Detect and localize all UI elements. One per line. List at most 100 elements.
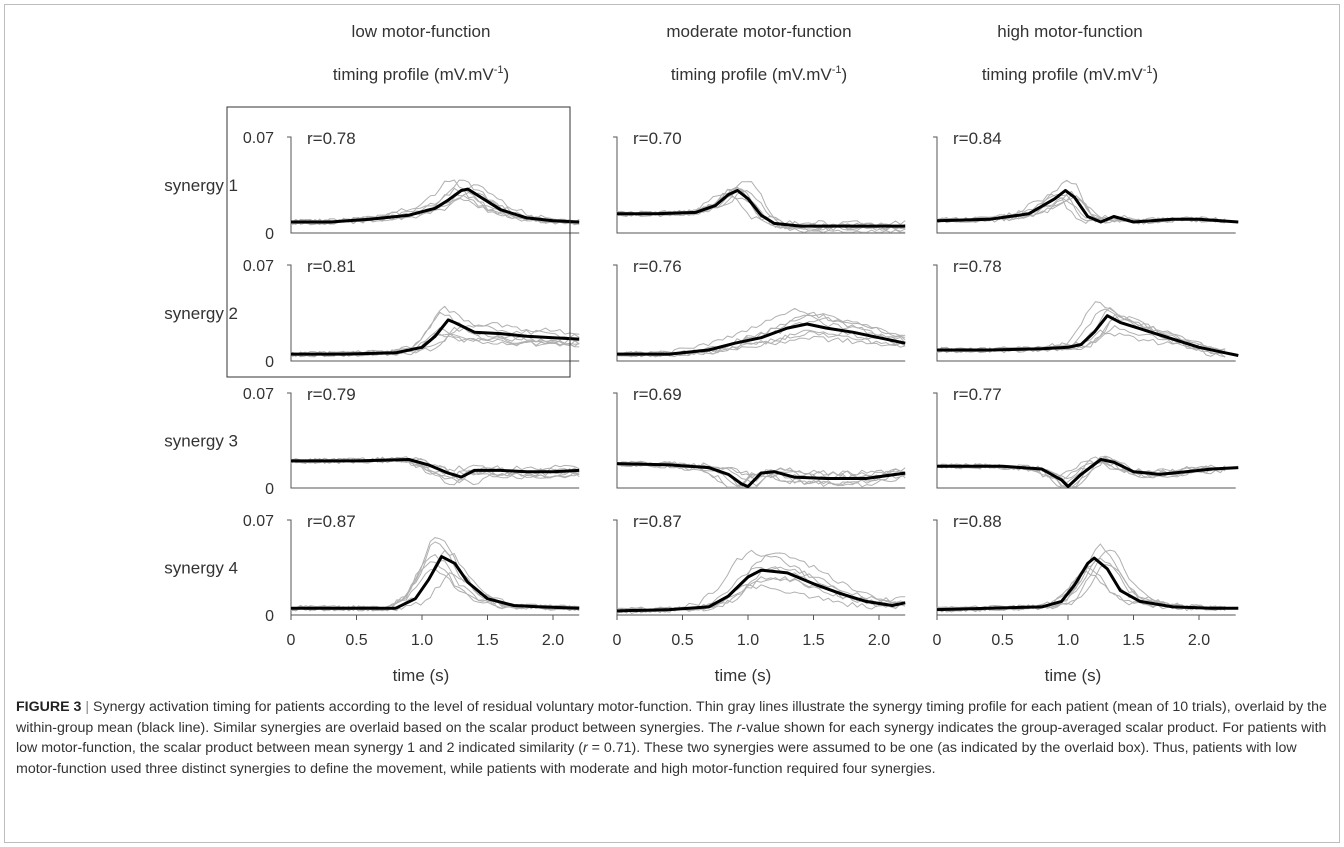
panel-col2-row4: r=0.87 bbox=[613, 512, 906, 616]
panel-axes bbox=[933, 392, 1236, 489]
column-title-2-line-2: timing profile (mV.mV-1) bbox=[671, 64, 847, 84]
y-tick-label-max: 0.07 bbox=[243, 258, 274, 275]
r-value-label: r=0.70 bbox=[633, 129, 682, 148]
patient-line bbox=[290, 457, 580, 486]
patient-line bbox=[290, 311, 580, 358]
panel-col3-row1: r=0.84 bbox=[933, 129, 1239, 234]
column-title-3-line-2: timing profile (mV.mV-1) bbox=[982, 64, 1158, 84]
r-value-label: r=0.88 bbox=[953, 512, 1002, 531]
column-title-unit: timing profile (mV.mV bbox=[333, 65, 495, 84]
r-value-label: r=0.77 bbox=[953, 385, 1002, 404]
x-tick-label: 0.5 bbox=[345, 632, 367, 649]
panel-axes bbox=[613, 136, 906, 234]
r-value-label: r=0.87 bbox=[307, 512, 356, 531]
x-axis-label: time (s) bbox=[393, 666, 450, 685]
panel-col3-row3: r=0.77 bbox=[933, 385, 1239, 489]
patient-line bbox=[936, 325, 1226, 354]
x-tick-label: 2.0 bbox=[868, 632, 890, 649]
x-tick-label: 1.5 bbox=[476, 632, 498, 649]
panel-col2-row3: r=0.69 bbox=[613, 385, 906, 489]
panel-col1-row3: r=0.79 bbox=[287, 385, 580, 489]
figure-frame bbox=[4, 4, 1340, 843]
patient-line bbox=[290, 456, 580, 480]
figure-caption: FIGURE 3 | Synergy activation timing for… bbox=[16, 697, 1334, 779]
y-tick-label-max: 0.07 bbox=[243, 513, 274, 530]
patient-line bbox=[936, 543, 1226, 613]
patient-line bbox=[616, 552, 906, 614]
column-title-unit: timing profile (mV.mV bbox=[671, 65, 833, 84]
x-tick-label: 1.5 bbox=[802, 632, 824, 649]
y-tick-label-max: 0.07 bbox=[243, 130, 274, 147]
x-tick-label: 1.0 bbox=[1057, 632, 1079, 649]
caption-text-1: Synergy activation timing for patients a… bbox=[16, 699, 1327, 736]
panel-axes bbox=[613, 392, 906, 489]
r-value-label: r=0.87 bbox=[633, 512, 682, 531]
panel-axes bbox=[287, 519, 580, 616]
caption-r-symbol-1: r bbox=[736, 719, 742, 736]
group-mean-line bbox=[937, 458, 1239, 489]
x-tick-label: 0 bbox=[287, 632, 296, 649]
group-mean-line bbox=[291, 318, 580, 356]
x-tick-label: 1.5 bbox=[1122, 632, 1144, 649]
column-title-unit: timing profile (mV.mV bbox=[982, 65, 1144, 84]
y-tick-label-zero: 0 bbox=[265, 354, 274, 371]
patient-line bbox=[616, 575, 906, 613]
patient-line bbox=[616, 583, 906, 614]
x-axis-label: time (s) bbox=[1045, 666, 1102, 685]
column-title-3-line-1: high motor-function bbox=[997, 22, 1143, 41]
patient-line bbox=[936, 308, 1226, 358]
panel-col2-row1: r=0.70 bbox=[613, 129, 906, 234]
x-tick-label: 0.5 bbox=[991, 632, 1013, 649]
x-tick-label: 0.5 bbox=[671, 632, 693, 649]
group-mean-line bbox=[291, 458, 580, 479]
patient-line bbox=[616, 566, 906, 614]
column-title-close-paren: ) bbox=[842, 65, 848, 84]
caption-separator: | bbox=[81, 699, 94, 715]
patient-line bbox=[290, 549, 580, 612]
caption-text-3: = 0.71). These two synergies were assume… bbox=[16, 740, 1297, 777]
panel-axes bbox=[933, 264, 1236, 362]
x-tick-label: 1.0 bbox=[411, 632, 433, 649]
patient-line bbox=[290, 541, 580, 612]
panel-col1-row1: r=0.78 bbox=[287, 129, 580, 234]
y-tick-label-max: 0.07 bbox=[243, 386, 274, 403]
y-tick-label-zero: 0 bbox=[265, 608, 274, 625]
panel-axes bbox=[613, 519, 906, 616]
patient-line bbox=[616, 566, 906, 614]
column-title-superscript: -1 bbox=[1143, 64, 1153, 76]
panel-col2-row2: r=0.76 bbox=[613, 257, 906, 362]
r-value-label: r=0.78 bbox=[953, 257, 1002, 276]
row-label-synergy-4: synergy 4 bbox=[164, 559, 238, 578]
group-mean-line bbox=[936, 189, 1239, 224]
patient-line bbox=[616, 462, 906, 488]
panel-axes bbox=[287, 264, 580, 362]
panel-col1-row2: r=0.81 bbox=[287, 257, 580, 362]
patient-line bbox=[936, 560, 1226, 613]
patient-line bbox=[936, 564, 1226, 613]
r-value-label: r=0.81 bbox=[307, 257, 356, 276]
panel-axes bbox=[613, 264, 906, 362]
r-value-label: r=0.84 bbox=[953, 129, 1002, 148]
panel-col1-row4: r=0.87 bbox=[287, 512, 580, 616]
column-title-close-paren: ) bbox=[1153, 65, 1159, 84]
r-value-label: r=0.79 bbox=[307, 385, 356, 404]
column-title-2-line-1: moderate motor-function bbox=[666, 22, 851, 41]
column-title-close-paren: ) bbox=[504, 65, 510, 84]
patient-line bbox=[936, 459, 1226, 479]
column-title-superscript: -1 bbox=[832, 64, 842, 76]
y-tick-label-zero: 0 bbox=[265, 226, 274, 243]
row-label-synergy-3: synergy 3 bbox=[164, 432, 238, 451]
panel-col3-row4: r=0.88 bbox=[933, 512, 1239, 616]
patient-line bbox=[936, 557, 1226, 612]
r-value-label: r=0.76 bbox=[633, 257, 682, 276]
panel-col3-row2: r=0.78 bbox=[933, 257, 1239, 362]
group-mean-line bbox=[291, 187, 580, 224]
x-tick-label: 2.0 bbox=[1188, 632, 1210, 649]
patient-line bbox=[616, 330, 906, 358]
panel-axes bbox=[287, 392, 580, 489]
patient-line bbox=[616, 187, 906, 232]
patient-line bbox=[290, 572, 580, 612]
caption-r-symbol-2: r bbox=[583, 740, 588, 756]
group-mean-line bbox=[616, 462, 906, 489]
